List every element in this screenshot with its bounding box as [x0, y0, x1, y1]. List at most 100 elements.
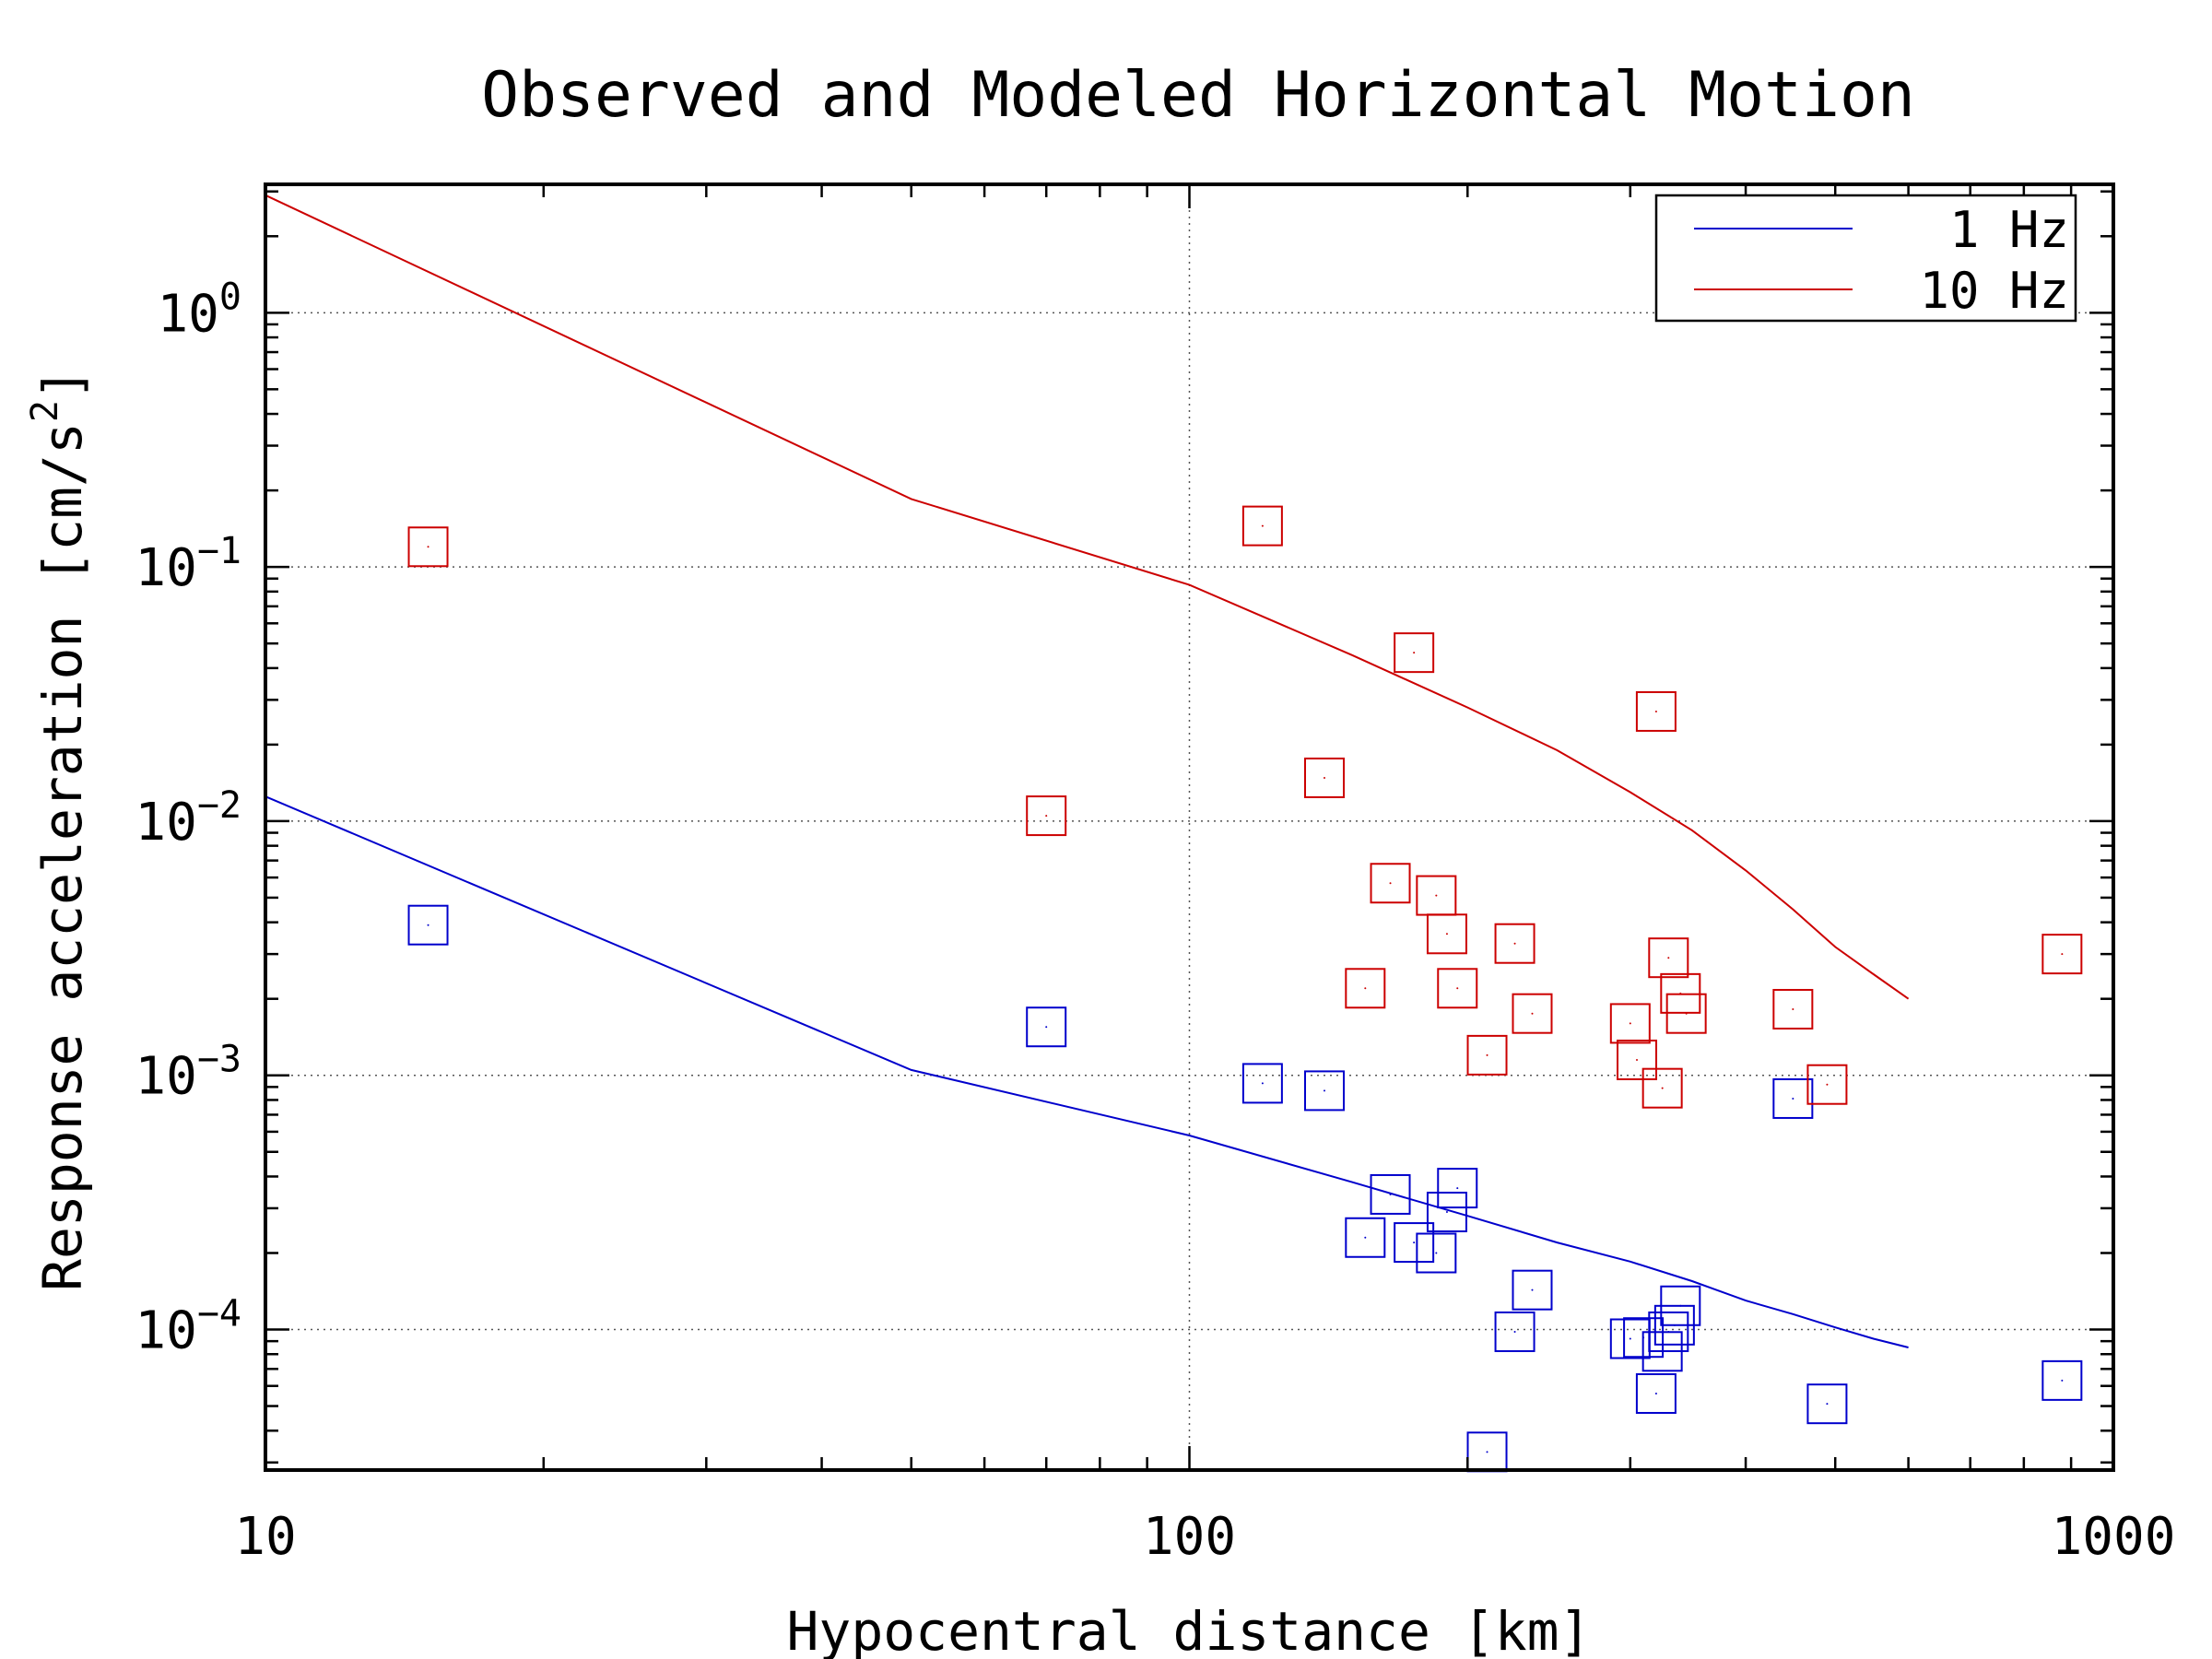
observed-point-10hz	[1241, 505, 1283, 547]
observed-point-center-1hz	[1323, 1089, 1325, 1092]
observed-point-center-1hz	[1486, 1451, 1488, 1453]
observed-point-10hz	[1648, 937, 1689, 979]
observed-point-10hz	[2041, 934, 2083, 975]
observed-point-1hz	[1772, 1077, 1814, 1119]
y-tick-label-exponent: −3	[197, 1039, 241, 1081]
legend-label-1hz: 1 Hz	[1949, 201, 2069, 259]
observed-point-1hz	[1806, 1383, 1848, 1425]
observed-point-1hz	[407, 904, 449, 946]
observed-point-center-10hz	[1685, 1012, 1688, 1015]
observed-point-center-1hz	[1513, 1330, 1516, 1333]
observed-point-1hz	[2041, 1359, 2083, 1401]
observed-point-center-1hz	[1826, 1403, 1829, 1406]
observed-point-1hz	[1394, 1222, 1435, 1264]
observed-point-1hz	[1370, 1173, 1411, 1215]
observed-point-10hz	[1466, 1034, 1508, 1076]
observed-point-1hz	[1512, 1269, 1553, 1311]
observed-point-1hz	[1416, 1232, 1457, 1274]
observed-point-center-10hz	[1636, 1058, 1639, 1061]
y-tick-label-base: 10	[135, 1301, 196, 1361]
observed-point-10hz	[1437, 968, 1478, 1009]
observed-point-10hz	[1617, 1039, 1658, 1080]
observed-point-1hz	[1426, 1191, 1467, 1232]
observed-point-center-10hz	[1261, 524, 1264, 527]
observed-point-center-10hz	[1045, 815, 1048, 818]
observed-point-10hz	[1394, 632, 1435, 674]
observed-point-center-10hz	[1531, 1012, 1534, 1015]
observed-point-center-1hz	[1445, 1210, 1448, 1213]
observed-point-10hz	[1426, 913, 1467, 955]
y-tick-label: 10−1	[135, 530, 241, 598]
observed-point-center-10hz	[1456, 987, 1459, 990]
observed-point-center-10hz	[1513, 942, 1516, 945]
observed-point-10hz	[1026, 795, 1067, 837]
observed-point-center-10hz	[427, 546, 429, 548]
y-tick-label: 10−4	[135, 1293, 241, 1361]
legend-box	[1654, 194, 2077, 323]
observed-point-center-1hz	[1679, 1304, 1682, 1307]
observed-point-1hz	[1303, 1070, 1345, 1112]
model-line-10hz	[265, 194, 1910, 1000]
observed-point-center-10hz	[1826, 1083, 1829, 1086]
observed-point-center-10hz	[1364, 987, 1367, 990]
observed-point-1hz	[1494, 1311, 1535, 1352]
observed-point-10hz	[1635, 690, 1677, 732]
observed-point-1hz	[1660, 1285, 1701, 1326]
observed-point-center-10hz	[2061, 953, 2064, 956]
y-tick-label-exponent: 0	[219, 276, 241, 318]
observed-point-10hz	[1665, 993, 1707, 1034]
observed-point-1hz	[1635, 1372, 1677, 1414]
observed-point-center-1hz	[1531, 1288, 1534, 1291]
observed-point-center-1hz	[1792, 1097, 1794, 1100]
y-tick-label-base: 10	[135, 793, 196, 853]
observed-point-center-10hz	[1654, 710, 1657, 712]
y-axis-label-superscript: 2	[24, 400, 66, 422]
observed-point-center-1hz	[1667, 1330, 1670, 1333]
observed-point-10hz	[1641, 1067, 1683, 1109]
observed-point-center-1hz	[1261, 1082, 1264, 1085]
observed-point-center-10hz	[1629, 1022, 1631, 1025]
observed-point-center-10hz	[1413, 652, 1416, 654]
observed-point-center-10hz	[1435, 894, 1438, 897]
y-tick-label-exponent: −4	[197, 1293, 241, 1335]
observed-point-center-1hz	[1456, 1187, 1459, 1190]
observed-point-10hz	[1345, 968, 1386, 1009]
observed-point-center-1hz	[1413, 1241, 1416, 1244]
observed-point-center-10hz	[1445, 933, 1448, 935]
y-axis-label: Response acceleration [cm/s2]	[24, 368, 94, 1291]
observed-point-1hz	[1648, 1311, 1689, 1352]
observed-point-center-1hz	[1045, 1026, 1048, 1029]
x-axis-label: Hypocentral distance [km]	[787, 1600, 1592, 1659]
observed-point-center-10hz	[1323, 776, 1325, 779]
y-tick-label-exponent: −2	[197, 784, 241, 827]
observed-point-10hz	[1303, 757, 1345, 798]
observed-point-10hz	[1772, 988, 1814, 1030]
observed-point-1hz	[1241, 1063, 1283, 1104]
x-tick-label: 10	[234, 1507, 296, 1567]
y-tick-label: 10−3	[135, 1039, 241, 1107]
observed-point-10hz	[1609, 1003, 1651, 1044]
observed-point-center-1hz	[1389, 1193, 1392, 1195]
chart-title: Observed and Modeled Horizontal Motion	[481, 59, 1915, 132]
ticks	[264, 184, 2115, 1470]
observed-point-10hz	[1494, 923, 1535, 964]
legend: 1 Hz 10 Hz	[1654, 194, 2077, 323]
model-line-1hz	[265, 795, 1909, 1348]
observed-point-1hz	[1345, 1217, 1386, 1258]
observed-point-10hz	[407, 526, 449, 568]
observed-point-center-10hz	[1661, 1087, 1664, 1089]
y-axis-label-base: Response acceleration [cm/s	[31, 422, 94, 1291]
y-axis-label-end: ]	[31, 368, 94, 400]
observed-point-center-10hz	[1792, 1007, 1794, 1010]
observed-point-center-1hz	[1435, 1252, 1438, 1254]
observed-point-1hz	[1026, 1006, 1067, 1048]
observed-point-center-10hz	[1486, 1053, 1488, 1056]
observed-point-center-1hz	[1654, 1392, 1657, 1394]
observed-point-center-1hz	[2061, 1379, 2064, 1382]
legend-label-10hz: 10 Hz	[1919, 262, 2069, 320]
observed-point-center-1hz	[427, 924, 429, 926]
observed-point-center-10hz	[1667, 957, 1670, 959]
x-tick-label: 100	[1143, 1507, 1236, 1567]
